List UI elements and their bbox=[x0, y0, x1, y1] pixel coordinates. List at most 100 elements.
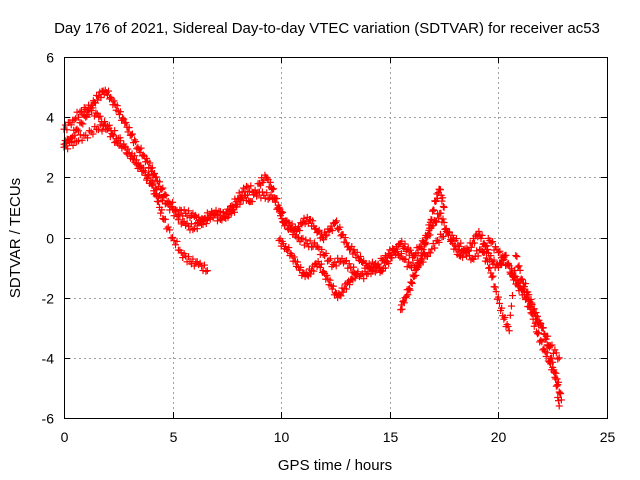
data-point bbox=[525, 291, 533, 299]
trace-marker bbox=[440, 219, 448, 227]
trace-marker bbox=[200, 215, 208, 223]
trace-marker bbox=[185, 207, 193, 215]
trace-marker bbox=[346, 281, 354, 289]
trace-marker bbox=[553, 382, 561, 390]
trace-marker bbox=[119, 114, 127, 122]
data-point bbox=[127, 131, 135, 139]
trace-marker bbox=[180, 206, 188, 214]
trace-marker bbox=[423, 253, 431, 261]
trace-marker bbox=[241, 188, 249, 196]
trace-marker bbox=[337, 292, 345, 300]
trace-marker bbox=[549, 358, 557, 366]
trace-marker bbox=[107, 93, 115, 101]
data-point bbox=[275, 237, 283, 245]
trace-marker bbox=[323, 271, 331, 279]
trace-marker bbox=[507, 302, 515, 310]
trace-marker bbox=[169, 198, 177, 206]
trace-marker bbox=[159, 184, 167, 192]
trace-marker bbox=[274, 201, 282, 209]
data-point bbox=[255, 179, 263, 187]
trace-marker bbox=[195, 213, 203, 221]
trace-marker bbox=[74, 113, 82, 121]
trace-marker bbox=[498, 304, 506, 312]
x-tick-label: 15 bbox=[383, 429, 399, 445]
trace-marker bbox=[397, 250, 405, 258]
trace-marker bbox=[293, 258, 301, 266]
trace-marker bbox=[231, 208, 239, 216]
trace-marker bbox=[89, 104, 97, 112]
y-tick-label: -4 bbox=[42, 351, 55, 367]
trace-marker bbox=[315, 226, 323, 234]
trace-marker bbox=[422, 240, 430, 248]
trace-marker bbox=[253, 192, 261, 200]
trace-marker bbox=[504, 322, 512, 330]
x-axis-label: GPS time / hours bbox=[278, 457, 392, 474]
trace-marker bbox=[317, 260, 325, 268]
trace-marker bbox=[420, 249, 428, 257]
trace-marker bbox=[516, 266, 524, 274]
trace-marker bbox=[342, 239, 350, 247]
trace-marker bbox=[435, 214, 443, 222]
trace-marker bbox=[141, 168, 149, 176]
trace-marker bbox=[111, 127, 119, 135]
trace-marker bbox=[69, 141, 77, 149]
y-axis-label: SDTVAR / TECUs bbox=[7, 178, 24, 298]
trace-marker bbox=[149, 180, 157, 188]
trace-marker bbox=[320, 236, 328, 244]
trace-marker bbox=[323, 231, 331, 239]
y-tick-label: 2 bbox=[46, 170, 54, 186]
trace-marker bbox=[404, 291, 412, 299]
trace-marker bbox=[189, 255, 197, 263]
trace-marker bbox=[248, 198, 256, 206]
trace-marker bbox=[548, 354, 556, 362]
trace-marker bbox=[421, 238, 429, 246]
trace-marker bbox=[444, 229, 452, 237]
trace-marker bbox=[89, 130, 97, 138]
trace-marker bbox=[333, 217, 341, 225]
trace-marker bbox=[221, 214, 229, 222]
trace-marker bbox=[500, 253, 508, 261]
data-point bbox=[203, 267, 211, 275]
trace-marker bbox=[105, 121, 113, 129]
trace-marker bbox=[283, 217, 291, 225]
data-point bbox=[269, 194, 277, 202]
trace-marker bbox=[311, 239, 319, 247]
trace-marker bbox=[98, 127, 106, 135]
trace-marker bbox=[326, 255, 334, 263]
trace-marker bbox=[499, 256, 507, 264]
trace-marker bbox=[92, 109, 100, 117]
trace-marker bbox=[296, 227, 304, 235]
data-point bbox=[332, 218, 339, 226]
trace-marker bbox=[471, 239, 479, 247]
trace-marker bbox=[385, 260, 393, 268]
trace-marker bbox=[290, 226, 298, 234]
data-point bbox=[492, 288, 500, 296]
trace-marker bbox=[555, 388, 563, 396]
trace-marker bbox=[74, 127, 82, 135]
trace-marker bbox=[426, 249, 434, 257]
trace-marker bbox=[530, 322, 538, 330]
trace-marker bbox=[263, 189, 271, 197]
data-point bbox=[475, 227, 483, 235]
trace-marker bbox=[381, 264, 389, 272]
trace-marker bbox=[419, 246, 427, 254]
trace-marker bbox=[494, 293, 502, 301]
trace-marker bbox=[174, 216, 182, 224]
trace-marker bbox=[435, 238, 443, 246]
trace-marker bbox=[215, 211, 223, 219]
y-tick-label: 6 bbox=[46, 50, 54, 66]
trace-marker bbox=[398, 305, 406, 313]
trace-marker bbox=[505, 260, 513, 268]
trace-marker bbox=[359, 258, 367, 266]
trace-marker bbox=[429, 206, 437, 214]
trace-marker bbox=[109, 131, 117, 139]
data-points bbox=[60, 86, 565, 410]
trace-marker bbox=[539, 324, 547, 332]
x-tick-label: 20 bbox=[491, 429, 507, 445]
trace-marker bbox=[557, 390, 565, 398]
trace-marker bbox=[429, 207, 437, 215]
trace-marker bbox=[356, 252, 364, 260]
trace-marker bbox=[94, 126, 102, 134]
trace-marker bbox=[495, 299, 503, 307]
trace-marker bbox=[408, 279, 416, 287]
